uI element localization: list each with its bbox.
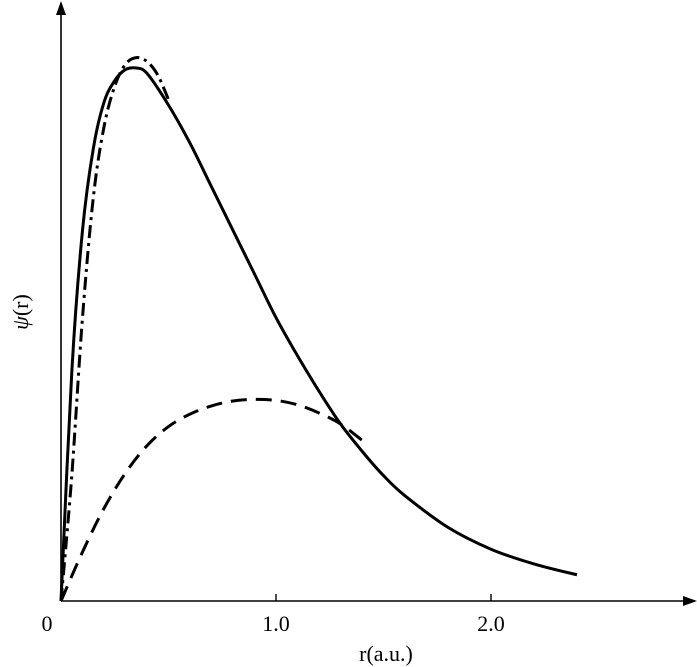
- y-axis-arrow: [56, 1, 66, 15]
- x-ticks: 0 1.0 2.0: [42, 594, 505, 636]
- axes: [56, 1, 697, 606]
- series-line-solid: [59, 66, 578, 602]
- series-line-dashed: [59, 397, 363, 602]
- x-tick-label: 1.0: [262, 611, 290, 636]
- x-axis-arrow: [683, 596, 697, 606]
- series-line-dash-dot: [59, 56, 170, 602]
- x-tick-label: 0: [42, 611, 53, 636]
- y-axis-label-arg: (r): [8, 294, 33, 316]
- x-tick-label: 2.0: [477, 611, 505, 636]
- x-axis-label: r(a.u.): [359, 641, 413, 666]
- y-axis-label: ψ(r): [8, 294, 33, 330]
- y-axis-label-symbol: ψ: [8, 316, 33, 330]
- series-layer: [59, 56, 578, 602]
